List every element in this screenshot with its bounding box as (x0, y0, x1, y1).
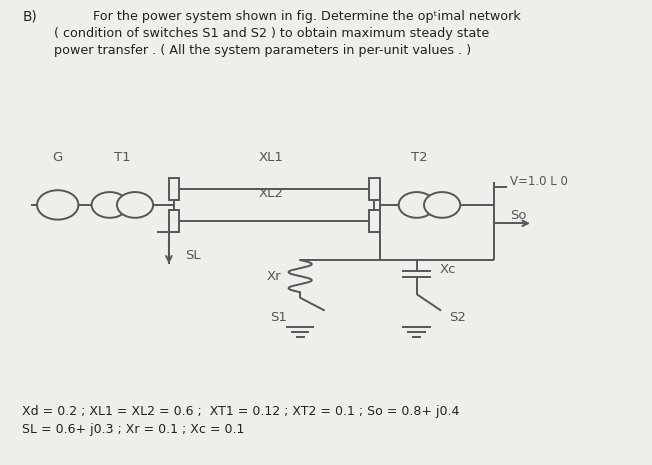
Bar (169, 210, 179, 232)
Text: B): B) (22, 10, 37, 24)
Circle shape (117, 192, 153, 218)
Text: So: So (511, 208, 527, 221)
Bar (369, 210, 379, 232)
Text: SL: SL (185, 248, 201, 261)
Text: S2: S2 (449, 311, 466, 324)
Circle shape (398, 192, 435, 218)
Text: G: G (53, 151, 63, 164)
Text: XL1: XL1 (259, 151, 284, 164)
Text: SL = 0.6+ j0.3 ; Xr = 0.1 ; Xc = 0.1: SL = 0.6+ j0.3 ; Xr = 0.1 ; Xc = 0.1 (22, 423, 244, 436)
Circle shape (424, 192, 460, 218)
Text: ( condition of switches S1 and S2 ) to obtain maximum steady state: ( condition of switches S1 and S2 ) to o… (55, 27, 490, 40)
Circle shape (91, 192, 128, 218)
Text: T1: T1 (114, 151, 130, 164)
Text: XL2: XL2 (259, 187, 284, 200)
Text: Xd = 0.2 ; XL1 = XL2 = 0.6 ;  XT1 = 0.12 ; XT2 = 0.1 ; So = 0.8+ j0.4: Xd = 0.2 ; XL1 = XL2 = 0.6 ; XT1 = 0.12 … (22, 405, 460, 418)
Text: For the power system shown in fig. Determine the opᵗimal network: For the power system shown in fig. Deter… (93, 10, 521, 23)
Circle shape (37, 190, 78, 219)
Text: Xr: Xr (266, 270, 281, 283)
Bar (169, 178, 179, 200)
Text: Xc: Xc (439, 263, 456, 276)
Text: T2: T2 (411, 151, 428, 164)
Text: S1: S1 (271, 311, 288, 324)
Text: power transfer . ( All the system parameters in per-unit values . ): power transfer . ( All the system parame… (55, 44, 471, 57)
Text: V=1.0 L 0: V=1.0 L 0 (511, 175, 568, 188)
Bar (369, 178, 379, 200)
